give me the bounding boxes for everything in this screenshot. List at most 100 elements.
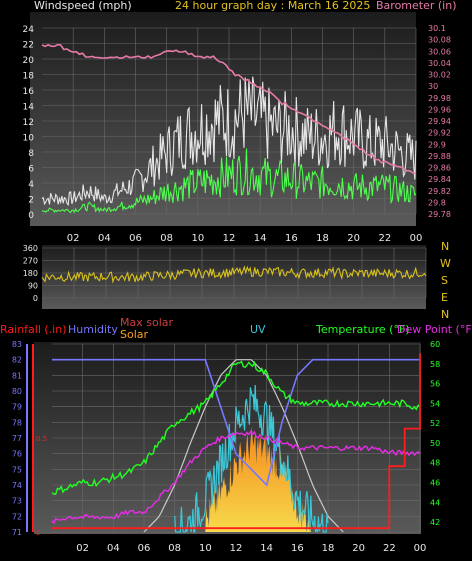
hour-tick: 08 [168, 543, 181, 554]
rain-axis-tick: 0 [36, 529, 40, 537]
hour-tick: 10 [191, 233, 204, 244]
wind-axis-tick: 18 [23, 72, 35, 82]
humidity-axis-tick: 75 [12, 465, 22, 474]
baro-axis-tick: 29.92 [428, 129, 451, 138]
solar-area [205, 426, 313, 532]
temperature-line [51, 360, 421, 495]
hour-tick: 20 [347, 233, 360, 244]
hour-tick: 04 [107, 543, 120, 554]
temp-axis-tick: 58 [430, 360, 440, 369]
dir-series [41, 265, 427, 284]
baro-axis-tick: 29.96 [428, 105, 451, 114]
dir-axis-tick: 360 [23, 244, 38, 253]
dir-label-n2: N [441, 308, 449, 321]
humidity-axis-tick: 76 [12, 450, 22, 459]
baro-axis-tick: 29.9 [428, 140, 446, 149]
top-series [41, 43, 417, 214]
humidity-axis-tick: 73 [12, 497, 22, 506]
legend-max-solar: Max solar [120, 316, 173, 329]
temp-axis-tick: 50 [430, 439, 440, 448]
humidity-axis-tick: 71 [12, 528, 22, 537]
hour-tick: 18 [322, 543, 335, 554]
temp-axis-tick: 48 [430, 459, 440, 468]
wind-axis-tick: 24 [23, 25, 35, 35]
hour-tick: 22 [378, 233, 391, 244]
hour-tick: 12 [223, 233, 236, 244]
hour-tick: 06 [129, 233, 142, 244]
hour-tick: 06 [138, 543, 151, 554]
wind-axis-tick: 2 [28, 196, 34, 206]
baro-axis-tick: 29.86 [428, 164, 451, 173]
hour-tick: 08 [160, 233, 173, 244]
legend-humidity: Humidity [68, 323, 118, 336]
hour-tick: 00 [410, 233, 423, 244]
dir-axis-tick: 0 [33, 294, 38, 303]
uv-line [174, 384, 329, 533]
hour-tick: 04 [98, 233, 111, 244]
wind-axis-tick: 10 [23, 134, 35, 144]
humidity-axis-tick: 81 [12, 371, 22, 380]
dir-label-w: W [440, 257, 451, 270]
baro-axis-tick: 29.98 [428, 94, 451, 103]
temp-axis-tick: 46 [430, 479, 440, 488]
humidity-line [52, 358, 420, 487]
chart-title: 24 hour graph day : March 16 2025 [175, 0, 370, 12]
temp-axis-tick: 60 [430, 340, 440, 349]
legend-rainfall: Rainfall (.in) [0, 323, 67, 336]
dir-label-e: E [441, 291, 448, 304]
dew-point-line [51, 430, 421, 525]
temp-axis-tick: 42 [430, 518, 440, 527]
dir-axis-tick: 90 [28, 282, 38, 291]
wind-gust-line [41, 76, 417, 207]
wind-axis-tick: 6 [28, 165, 34, 175]
legend-uv: UV [250, 323, 266, 336]
humidity-axis-tick: 74 [12, 481, 22, 490]
baro-axis-tick: 30.06 [428, 47, 451, 56]
hour-tick: 02 [76, 543, 89, 554]
hour-tick: 02 [67, 233, 80, 244]
baro-axis-tick: 30.02 [428, 71, 451, 80]
hour-tick: 00 [414, 543, 427, 554]
legend-solar: Solar [120, 328, 149, 341]
humidity-axis-tick: 78 [12, 418, 22, 427]
wind-axis-tick: 14 [23, 103, 35, 113]
barometer-line [41, 43, 417, 174]
baro-axis-tick: 29.78 [428, 210, 451, 219]
wind-axis-tick: 0 [28, 211, 34, 221]
humidity-axis-tick: 79 [12, 403, 22, 412]
baro-axis-tick: 30.08 [428, 36, 451, 45]
temp-axis-tick: 44 [430, 498, 440, 507]
wind-axis-tick: 16 [23, 87, 35, 97]
baro-axis-tick: 29.84 [428, 175, 451, 184]
hour-tick: 16 [291, 543, 304, 554]
humidity-axis-tick: 80 [12, 387, 22, 396]
wind-axis-tick: 22 [23, 41, 34, 51]
wind-axis-tick: 12 [23, 118, 34, 128]
wind-avg-line [41, 148, 417, 214]
hour-tick: 22 [383, 543, 396, 554]
wind-direction-line [41, 265, 427, 284]
hour-tick: 14 [260, 543, 273, 554]
hour-tick: 20 [352, 543, 365, 554]
baro-axis-tick: 29.94 [428, 117, 451, 126]
humidity-axis-tick: 83 [12, 340, 22, 349]
left-axis-title: Windspeed (mph) [34, 0, 132, 12]
dir-axis-tick: 270 [23, 257, 38, 266]
hour-tick: 12 [230, 543, 243, 554]
dir-axis-tick: 180 [23, 269, 38, 278]
baro-axis-tick: 30 [428, 82, 438, 91]
hour-tick: 18 [316, 233, 329, 244]
dir-label-n1: N [441, 240, 449, 253]
hour-tick: 16 [285, 233, 298, 244]
wind-axis-tick: 8 [28, 149, 34, 159]
baro-axis-tick: 29.88 [428, 152, 451, 161]
legend-temperature: Temperature (°F) [315, 323, 410, 336]
temp-axis-tick: 54 [430, 399, 440, 408]
humidity-axis-tick: 72 [12, 512, 22, 521]
temp-axis-tick: 56 [430, 380, 440, 389]
rain-axis-tick: 0.5 [36, 435, 47, 443]
baro-axis-tick: 29.82 [428, 187, 451, 196]
humidity-axis-tick: 77 [12, 434, 22, 443]
